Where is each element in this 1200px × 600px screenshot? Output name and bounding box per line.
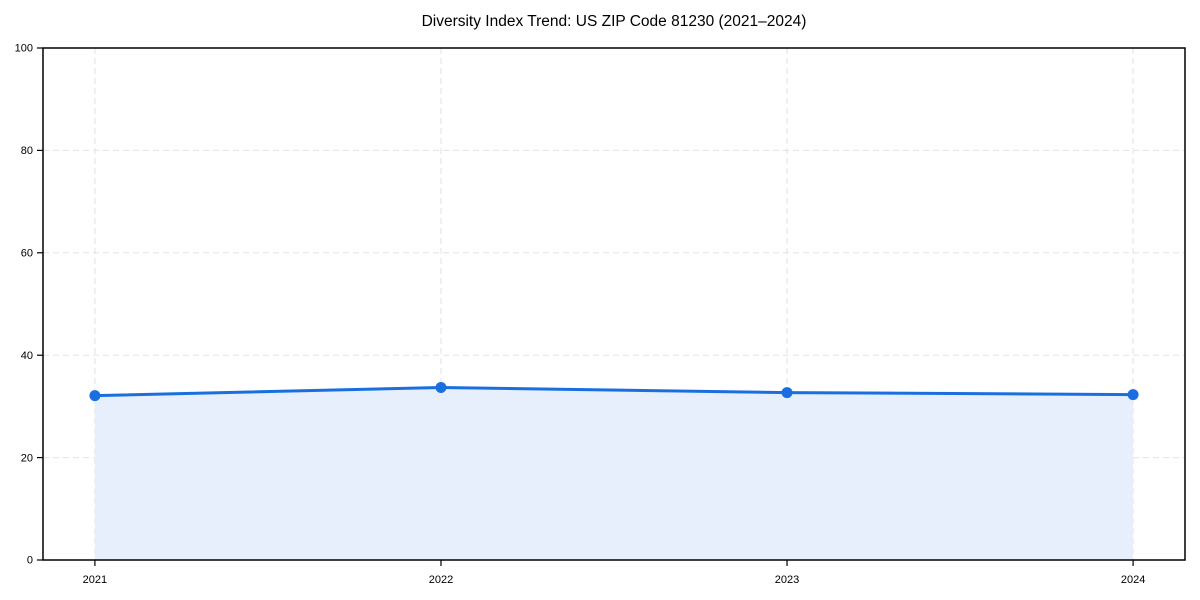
y-tick-label: 60: [21, 248, 33, 260]
x-tick-label: 2024: [1121, 574, 1145, 586]
data-point: [89, 390, 101, 402]
area-fill: [94, 387, 1134, 560]
x-tick-label: 2022: [429, 574, 453, 586]
data-point: [1127, 389, 1139, 401]
plot-frame: [42, 47, 1186, 561]
y-tick-label: 20: [21, 452, 33, 464]
y-tick-label: 0: [27, 555, 33, 567]
chart-title: Diversity Index Trend: US ZIP Code 81230…: [421, 13, 807, 30]
trend-line: [93, 385, 1135, 398]
data-point: [435, 381, 447, 393]
x-tick-label: 2021: [83, 574, 107, 586]
y-tick-label: 100: [15, 43, 33, 55]
y-tick-label: 80: [21, 145, 33, 157]
x-tick-label: 2023: [775, 574, 799, 586]
y-tick-label: 40: [21, 350, 33, 362]
data-point: [781, 387, 793, 399]
